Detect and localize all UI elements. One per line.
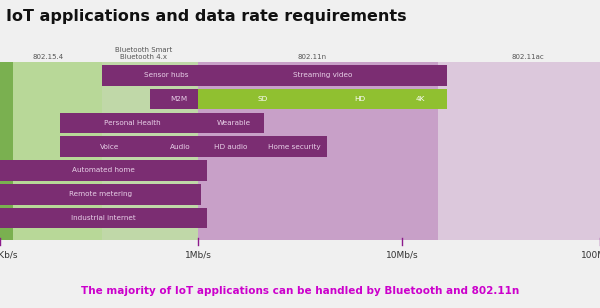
Bar [0, 62, 13, 240]
Bar [0, 160, 207, 181]
Bar [393, 89, 447, 109]
Bar [0, 62, 102, 240]
Text: Wearable: Wearable [217, 120, 251, 126]
Bar [0, 184, 201, 205]
Bar [327, 89, 393, 109]
Text: 802.15.4: 802.15.4 [32, 54, 64, 60]
Bar [150, 89, 207, 109]
Text: 100Kb/s: 100Kb/s [0, 250, 18, 259]
Text: Home security: Home security [268, 144, 320, 150]
Bar [102, 65, 231, 86]
Text: 802.11n: 802.11n [298, 54, 326, 60]
Text: M2M: M2M [170, 96, 187, 102]
Bar [198, 89, 327, 109]
Text: Remote metering: Remote metering [69, 191, 132, 197]
Text: HD: HD [355, 96, 365, 102]
Text: Voice: Voice [100, 144, 119, 150]
Text: SD: SD [257, 96, 268, 102]
Text: 10Mb/s: 10Mb/s [386, 250, 418, 259]
Bar [261, 136, 327, 157]
Bar [204, 113, 264, 133]
Bar [198, 62, 438, 240]
Text: Bluetooth Smart
Bluetooth 4.x: Bluetooth Smart Bluetooth 4.x [115, 47, 173, 60]
Text: 100Mb/s: 100Mb/s [581, 250, 600, 259]
Bar [201, 136, 261, 157]
Text: 802.11ac: 802.11ac [512, 54, 544, 60]
Text: 1Mb/s: 1Mb/s [185, 250, 211, 259]
Text: Sensor hubs: Sensor hubs [144, 72, 189, 79]
Bar [60, 136, 159, 157]
Text: Industrial internet: Industrial internet [71, 215, 136, 221]
Text: IoT applications and data rate requirements: IoT applications and data rate requireme… [6, 9, 407, 24]
Text: HD audio: HD audio [214, 144, 248, 150]
Text: Automated home: Automated home [72, 168, 135, 173]
Text: Streaming video: Streaming video [293, 72, 352, 79]
Bar [438, 62, 600, 240]
Bar [13, 62, 102, 240]
Text: Personal Health: Personal Health [104, 120, 160, 126]
Bar [198, 65, 447, 86]
Text: Audio: Audio [170, 144, 190, 150]
Bar [0, 208, 207, 228]
Text: The majority of IoT applications can be handled by Bluetooth and 802.11n: The majority of IoT applications can be … [81, 286, 519, 296]
Bar [159, 136, 201, 157]
Bar [60, 113, 204, 133]
Bar [102, 62, 198, 240]
Text: 4K: 4K [415, 96, 425, 102]
